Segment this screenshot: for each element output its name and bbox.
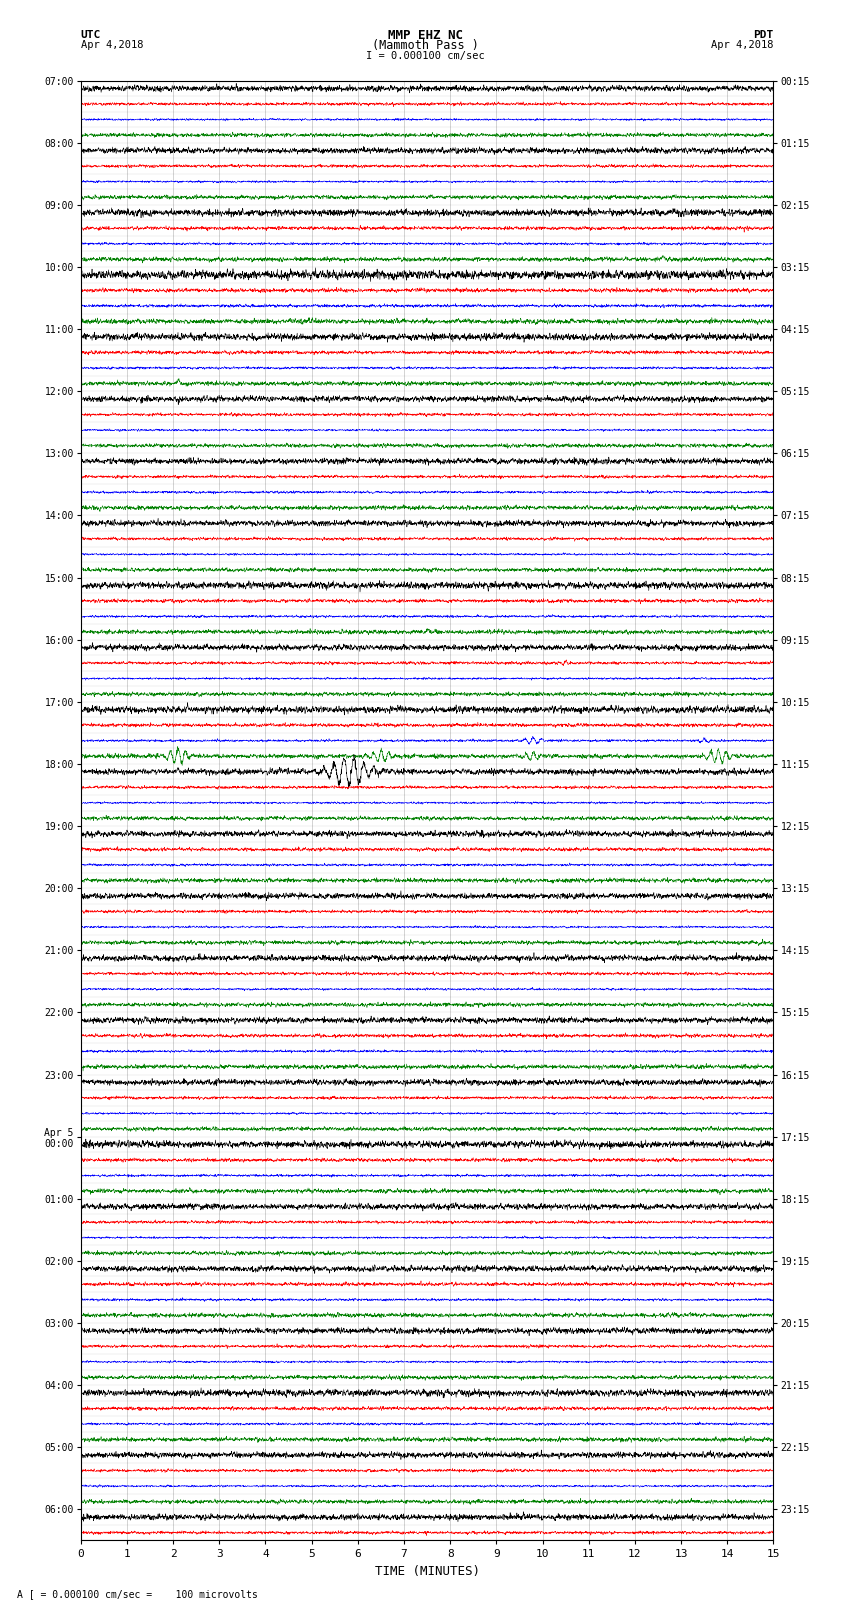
- Text: Apr 4,2018: Apr 4,2018: [81, 40, 144, 50]
- Text: (Mammoth Pass ): (Mammoth Pass ): [371, 39, 479, 52]
- Text: Apr 4,2018: Apr 4,2018: [711, 40, 774, 50]
- Text: UTC: UTC: [81, 31, 101, 40]
- X-axis label: TIME (MINUTES): TIME (MINUTES): [375, 1565, 479, 1578]
- Text: PDT: PDT: [753, 31, 774, 40]
- Text: MMP EHZ NC: MMP EHZ NC: [388, 29, 462, 42]
- Text: I = 0.000100 cm/sec: I = 0.000100 cm/sec: [366, 52, 484, 61]
- Text: A [ = 0.000100 cm/sec =    100 microvolts: A [ = 0.000100 cm/sec = 100 microvolts: [17, 1589, 258, 1598]
